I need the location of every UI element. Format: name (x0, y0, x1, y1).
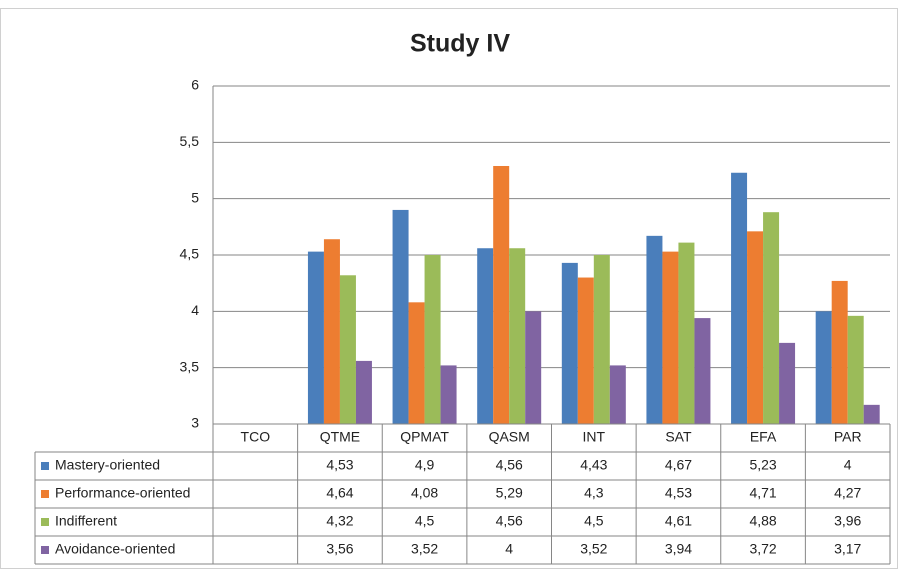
bar (307, 251, 324, 424)
data-label: 3,96 (834, 513, 861, 529)
legend-swatch (41, 462, 49, 470)
data-label: 3,56 (326, 541, 353, 557)
data-label: 3,94 (665, 541, 692, 557)
x-tick-label: QPMAT (400, 429, 449, 445)
y-tick-label: 6 (191, 77, 199, 93)
bar (694, 318, 711, 424)
x-tick-label: SAT (665, 429, 692, 445)
bar (847, 315, 864, 424)
bar (440, 365, 457, 424)
data-label: 4,27 (834, 485, 861, 501)
x-tick-label: QASM (489, 429, 530, 445)
bar (646, 235, 663, 424)
bar (392, 209, 409, 424)
bar (355, 360, 372, 424)
bar (323, 239, 340, 424)
data-label: 4,67 (665, 457, 692, 473)
bar (815, 311, 832, 424)
data-label: 4 (505, 541, 513, 557)
data-label: 4,53 (665, 485, 692, 501)
y-tick-label: 4 (191, 302, 199, 318)
bar (477, 248, 494, 424)
bar (577, 277, 594, 424)
data-label: 4,32 (326, 513, 353, 529)
bar (408, 302, 425, 424)
y-tick-label: 3,5 (180, 358, 200, 374)
y-tick-label: 4,5 (180, 246, 200, 262)
chart-title: Study IV (410, 30, 510, 58)
data-label: 4,56 (496, 457, 523, 473)
data-label: 4,88 (749, 513, 776, 529)
chart-frame (0, 8, 898, 569)
bar (339, 275, 356, 424)
data-label: 4,08 (411, 485, 438, 501)
bar (747, 231, 764, 424)
data-label: 5,23 (749, 457, 776, 473)
bar (779, 342, 796, 424)
y-tick-label: 3 (191, 415, 199, 431)
bar (831, 280, 848, 424)
x-tick-label: INT (583, 429, 606, 445)
data-label: 4,56 (496, 513, 523, 529)
bar (525, 311, 542, 424)
y-tick-label: 5,5 (180, 133, 200, 149)
data-label: 5,29 (496, 485, 523, 501)
bar (593, 255, 610, 424)
data-label: 4,71 (749, 485, 776, 501)
bar (731, 172, 748, 424)
data-label: 4 (844, 457, 852, 473)
data-label: 3,52 (411, 541, 438, 557)
legend-label: Mastery-oriented (55, 457, 160, 473)
bar (493, 165, 510, 424)
legend-label: Performance-oriented (55, 485, 190, 501)
data-label: 4,64 (326, 485, 353, 501)
data-label: 3,17 (834, 541, 861, 557)
legend-swatch (41, 490, 49, 498)
x-tick-label: TCO (241, 429, 271, 445)
data-label: 4,61 (665, 513, 692, 529)
data-label: 4,5 (584, 513, 604, 529)
bar (561, 262, 578, 424)
y-tick-label: 5 (191, 189, 199, 205)
bar (424, 255, 441, 424)
data-label: 3,72 (749, 541, 776, 557)
legend-label: Indifferent (55, 513, 117, 529)
x-tick-label: QTME (320, 429, 360, 445)
data-label: 4,53 (326, 457, 353, 473)
bar (863, 404, 880, 424)
data-label: 4,43 (580, 457, 607, 473)
bar (662, 251, 679, 424)
data-label: 3,52 (580, 541, 607, 557)
data-label: 4,3 (584, 485, 604, 501)
bar (763, 212, 780, 424)
data-label: 4,9 (415, 457, 435, 473)
legend-label: Avoidance-oriented (55, 541, 175, 557)
bar (609, 365, 626, 424)
legend-swatch (41, 546, 49, 554)
data-label: 4,5 (415, 513, 435, 529)
legend-swatch (41, 518, 49, 526)
bar (678, 242, 695, 424)
x-tick-label: EFA (750, 429, 777, 445)
bar (509, 248, 526, 424)
x-tick-label: PAR (834, 429, 862, 445)
